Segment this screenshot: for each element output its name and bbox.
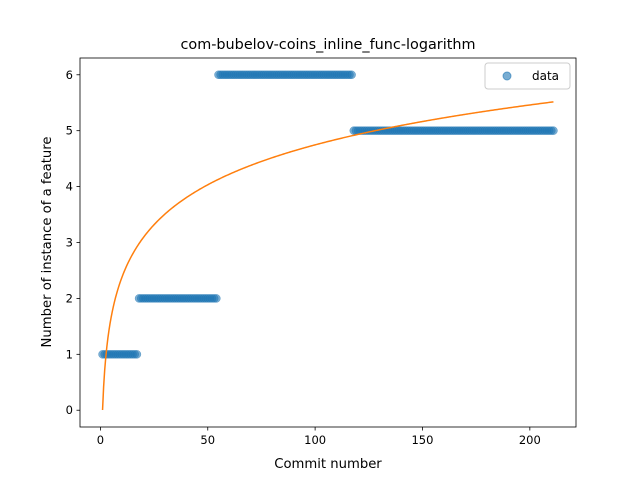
legend-marker	[502, 71, 512, 81]
axes-layer: 0 50 100 150 200 0 1 2 3 4 5 6	[66, 57, 577, 447]
y-tick-label: 4	[66, 180, 73, 194]
legend-box	[484, 62, 571, 90]
chart-title: com-bubelov-coins_inline_func-logarithm	[181, 37, 476, 53]
y-tick-label: 3	[66, 236, 73, 250]
data-point	[212, 294, 221, 303]
data-point	[132, 350, 142, 359]
y-tick-label: 0	[66, 403, 73, 417]
x-tick-label: 100	[304, 433, 326, 447]
x-tick-label: 200	[519, 433, 541, 447]
y-tick-label: 6	[66, 68, 73, 82]
y-tick-label: 1	[66, 347, 73, 361]
fit-line-layer	[101, 101, 554, 411]
x-tick-label: 150	[411, 433, 433, 447]
fit-line	[101, 101, 554, 411]
legend: data	[484, 62, 571, 90]
data-point	[549, 126, 558, 135]
legend-label: data	[532, 69, 559, 83]
x-axis-label: Commit number	[274, 457, 382, 472]
y-tick-label: 2	[66, 291, 73, 305]
data-point	[347, 70, 356, 80]
x-tick-label: 0	[97, 433, 104, 447]
y-axis-label: Number of instance of a feature	[40, 137, 55, 348]
y-tick-label: 5	[66, 124, 73, 138]
x-tick-label: 50	[200, 433, 215, 447]
